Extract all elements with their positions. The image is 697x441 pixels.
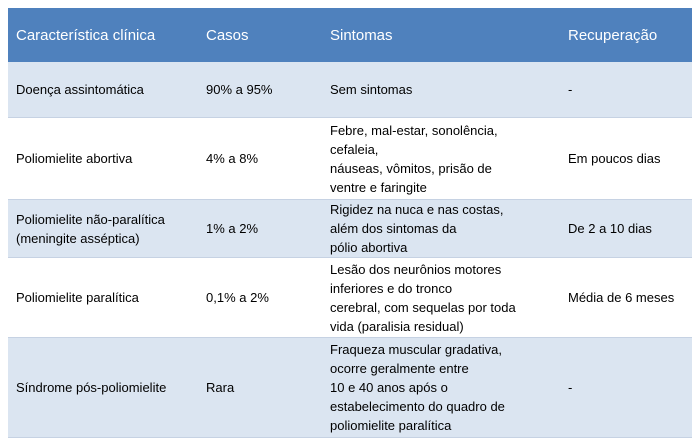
table-cell: Poliomielite não-paralítica (meningite a… xyxy=(16,211,165,246)
table-cell: 90% a 95% xyxy=(206,82,273,97)
table-cell: Em poucos dias xyxy=(568,151,661,166)
table-cell: Poliomielite abortiva xyxy=(16,151,133,166)
header-cell: Recuperação xyxy=(568,26,658,44)
table-row: Poliomielite paralítica 0,1% a 2% Lesão do… xyxy=(8,258,692,338)
table-row: Síndrome pós-poliomielite Rara Fraqueza mu… xyxy=(8,338,692,438)
table-row: Doença assintomática 90% a 95% Sem sintoma… xyxy=(8,62,692,118)
table-cell: Doença assintomática xyxy=(16,82,144,97)
table-cell: Lesão dos neurônios motores inferiores e… xyxy=(330,261,516,334)
table-row: Poliomielite abortiva 4% a 8% Febre, mal-e… xyxy=(8,118,692,200)
table-cell: Sem sintomas xyxy=(330,82,413,97)
header-cell: Casos xyxy=(206,26,249,44)
header-cell: Característica clínica xyxy=(16,26,156,44)
table: Característica clínica Casos Sintomas Recup… xyxy=(8,8,692,438)
table-cell: Febre, mal-estar, sonolência, cefaleia, … xyxy=(330,122,498,195)
table-cell: Média de 6 meses xyxy=(568,290,675,305)
table-cell: De 2 a 10 dias xyxy=(568,221,652,236)
table-cell: Síndrome pós-poliomielite xyxy=(16,380,167,395)
table-cell: - xyxy=(568,82,573,97)
table-cell: Poliomielite paralítica xyxy=(16,290,139,305)
table-row: Poliomielite não-paralítica (meningite a… xyxy=(8,200,692,258)
table-cell: Rigidez na nuca e nas costas, além dos s… xyxy=(330,202,504,255)
table-cell: Fraqueza muscular gradativa, ocorre gera… xyxy=(330,342,505,433)
table-cell: - xyxy=(568,380,573,395)
table-cell: 0,1% a 2% xyxy=(206,290,269,305)
table-cell: Rara xyxy=(206,380,235,395)
table-cell: 4% a 8% xyxy=(206,151,259,166)
header-cell: Sintomas xyxy=(330,26,393,44)
header-row: Característica clínica Casos Sintomas Recup… xyxy=(8,8,692,62)
table-cell: 1% a 2% xyxy=(206,221,259,236)
